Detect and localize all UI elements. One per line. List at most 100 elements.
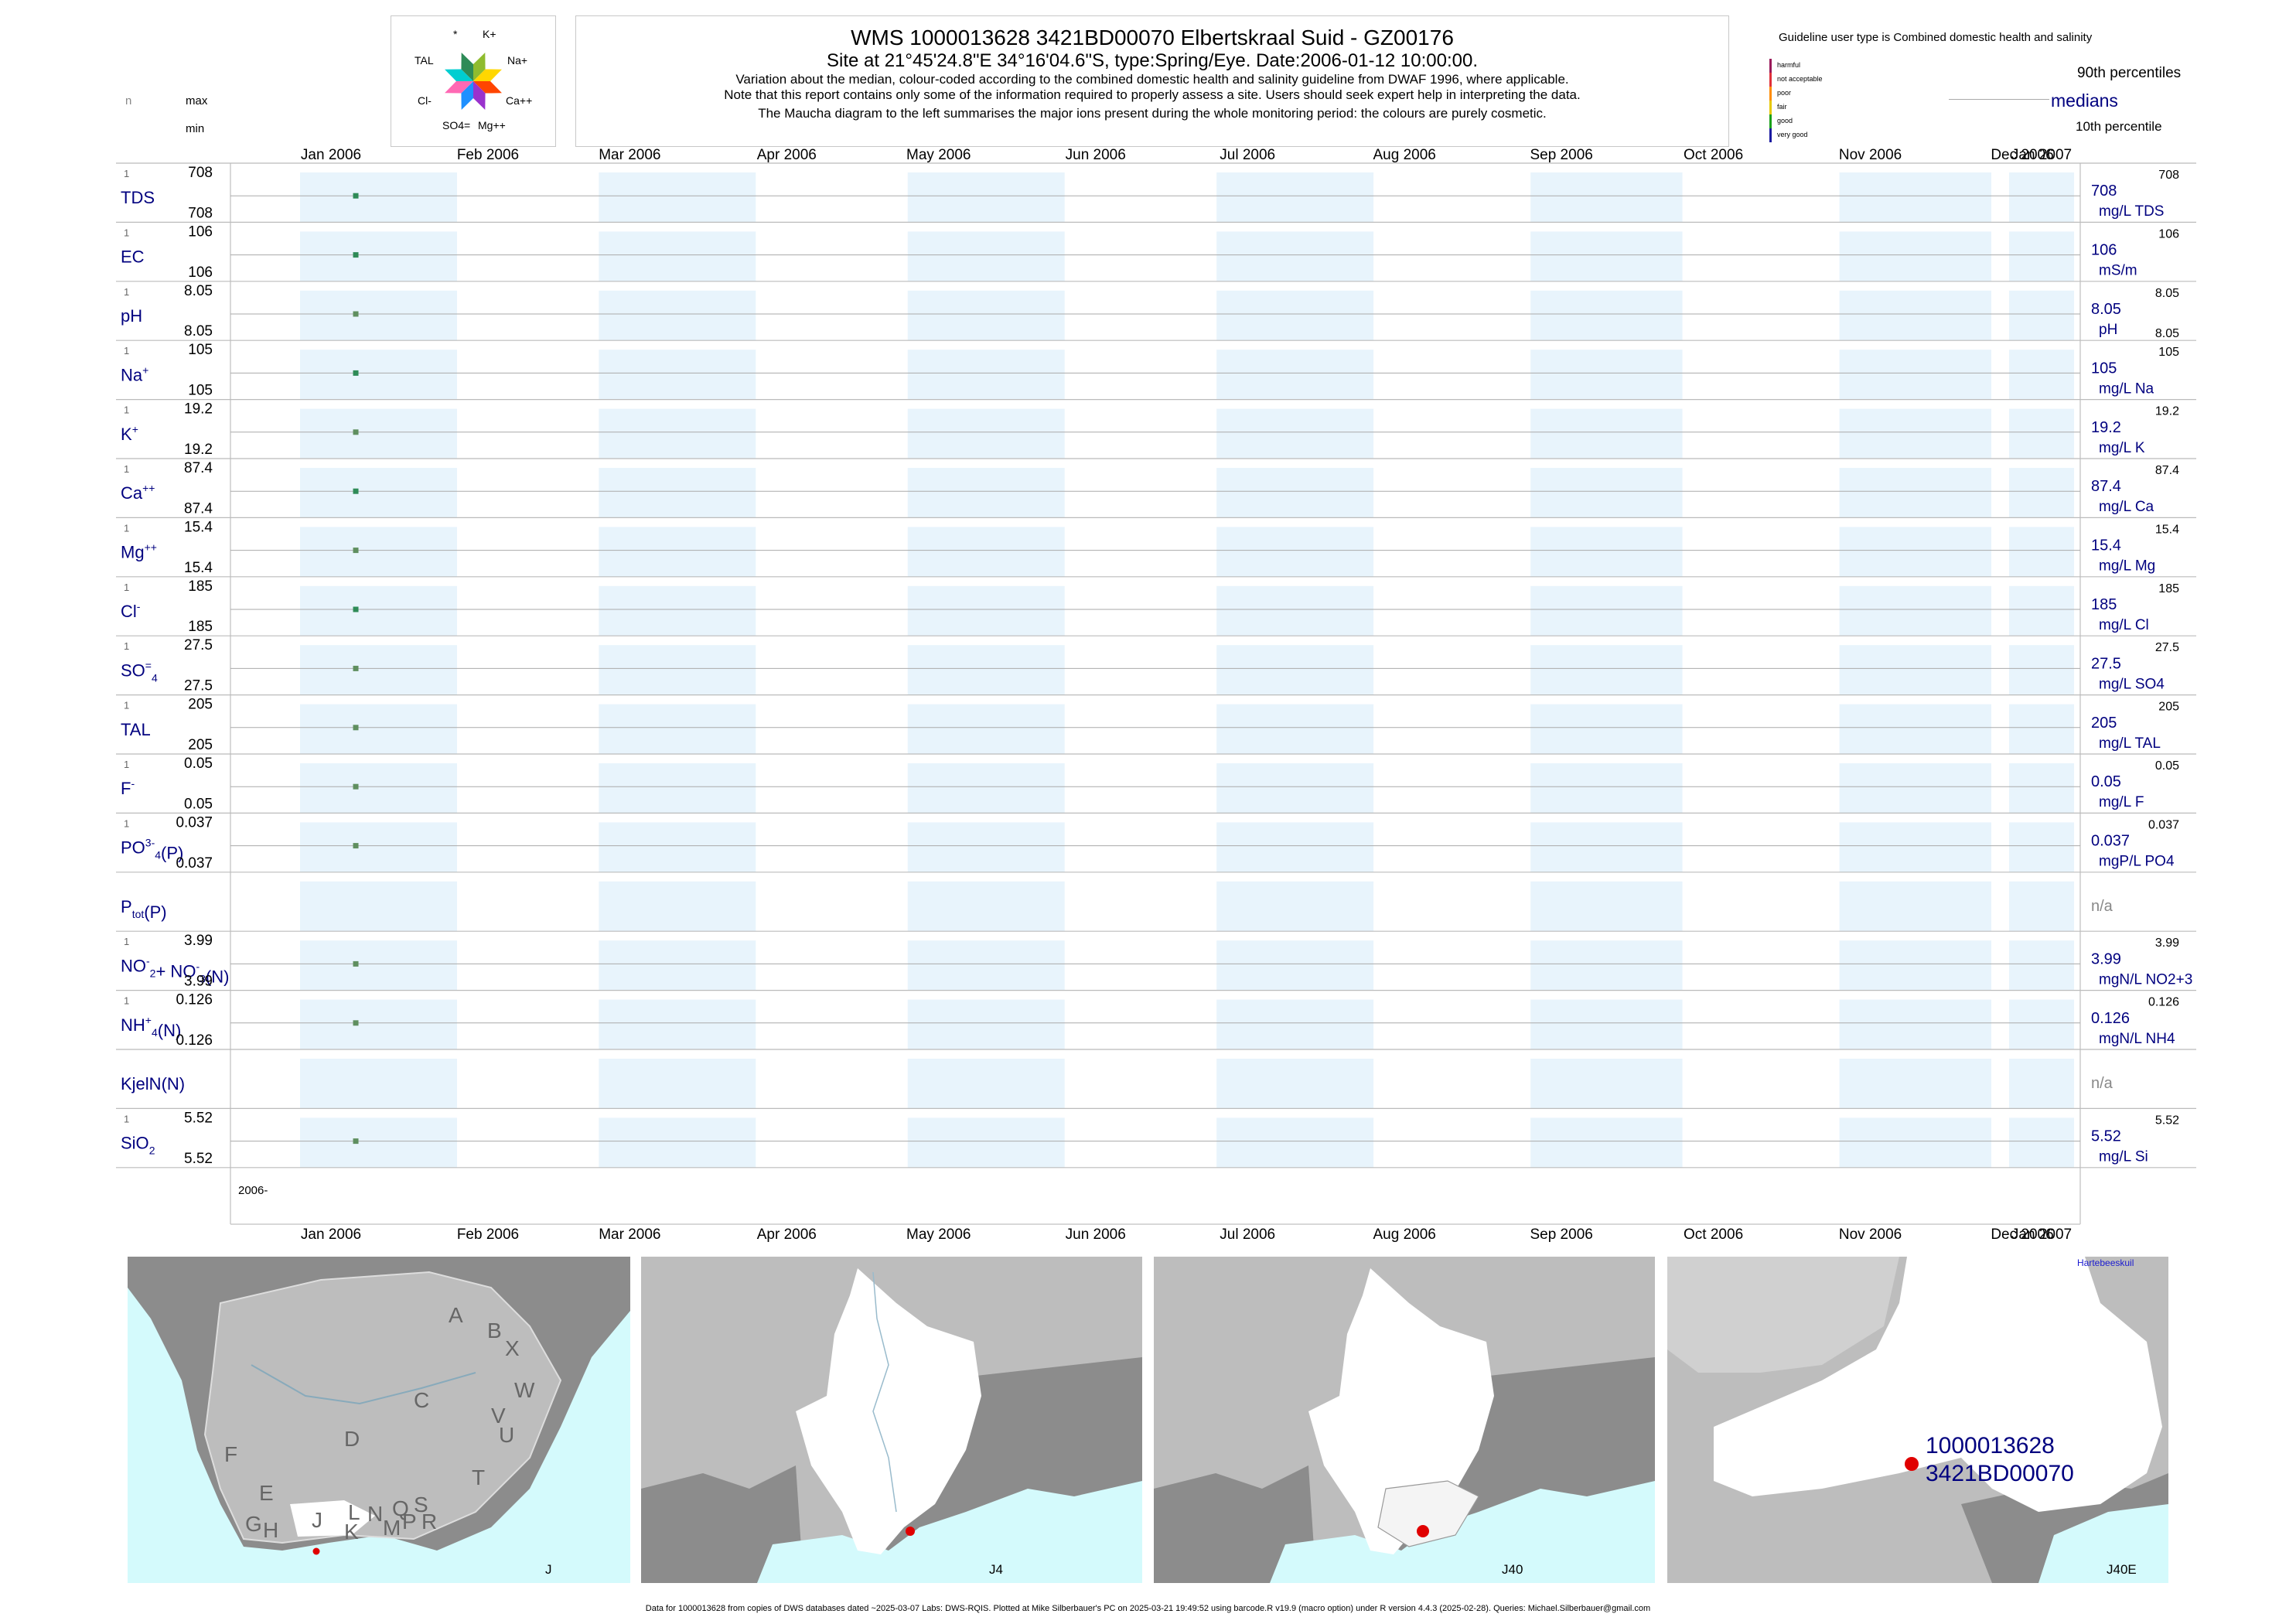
month-band [1839, 172, 1992, 223]
p90-value: 8.05 [2155, 287, 2179, 300]
medians-label: medians [2051, 90, 2118, 111]
month-tick-label-bottom: Apr 2006 [757, 1227, 817, 1243]
month-band [1530, 1117, 1683, 1168]
parameter-label: Ca++ [121, 482, 155, 503]
month-band [300, 1117, 457, 1168]
median-value-label: 205 [2091, 715, 2117, 732]
unit-label: mg/L TDS [2099, 203, 2164, 220]
month-band [2009, 704, 2074, 754]
median-value-label: 15.4 [2091, 537, 2121, 554]
title-box: WMS 1000013628 3421BD00070 Elbertskraal … [575, 15, 1729, 147]
month-band [300, 704, 457, 754]
month-band [1530, 1059, 1683, 1109]
sample-count: 1 [124, 168, 129, 179]
sample-count: 1 [124, 700, 129, 711]
month-band [599, 350, 756, 400]
month-band [1839, 527, 1992, 577]
parameter-label: K+ [121, 423, 138, 444]
month-tick-label-bottom: Aug 2006 [1373, 1227, 1435, 1243]
note-line: Note that this report contains only some… [724, 87, 1581, 102]
p90-value: 5.52 [2155, 1114, 2179, 1127]
month-band [1839, 999, 1992, 1049]
month-band [300, 881, 457, 932]
p90-value: 105 [2158, 346, 2179, 359]
unit-label: mg/L Mg [2099, 558, 2155, 575]
max-header: max [186, 94, 208, 107]
month-tick-label-top: Apr 2006 [757, 147, 817, 163]
month-band [300, 231, 457, 281]
median-value-label: 0.126 [2091, 1010, 2130, 1027]
unit-label: mg/L F [2099, 794, 2144, 810]
catchment-J [290, 1500, 375, 1537]
month-band [1839, 231, 1992, 281]
month-tick-label-top: Nov 2006 [1839, 147, 1902, 163]
row-min-value: 5.52 [184, 1151, 213, 1167]
month-band [300, 999, 457, 1049]
month-band [1216, 881, 1374, 932]
month-band [1839, 881, 1992, 932]
maucha-label: SO4= [442, 119, 470, 131]
month-band [1839, 408, 1992, 459]
month-band [1530, 468, 1683, 518]
month-band [1839, 704, 1992, 754]
month-tick-label-top: May 2006 [906, 147, 971, 163]
guideline-category-label: poor [1777, 89, 1791, 97]
drainage-region-letter: V [491, 1404, 506, 1428]
p90-value: 19.2 [2155, 405, 2179, 418]
p10-value: 8.05 [2155, 327, 2179, 340]
site-marker [1417, 1525, 1429, 1537]
maucha-label: Na+ [507, 54, 527, 67]
maucha-petal [473, 81, 486, 110]
median-value-label: 106 [2091, 242, 2117, 259]
month-band [1839, 290, 1992, 341]
maucha-petal [473, 69, 502, 81]
month-band [907, 408, 1065, 459]
month-tick-label-bottom: Jan 2007 [2011, 1227, 2072, 1243]
unit-label: mgN/L NO2+3 [2099, 971, 2192, 988]
month-band [1216, 527, 1374, 577]
median-value-label: n/a [2091, 898, 2113, 915]
sample-count: 1 [124, 286, 129, 298]
drainage-region-letter: J [312, 1508, 322, 1532]
catchment-J40E [1714, 1257, 2162, 1512]
sample-point [353, 1020, 359, 1026]
guideline-category-label: fair [1777, 103, 1787, 111]
min-header: min [186, 122, 205, 135]
month-band [907, 468, 1065, 518]
parameter-label: SiO2 [121, 1134, 155, 1157]
month-band [599, 645, 756, 695]
sub-catchment-J40 [1377, 1480, 1479, 1547]
drainage-region-letter: R [421, 1510, 437, 1534]
month-band [2009, 822, 2074, 872]
guideline-category-label: very good [1777, 131, 1808, 138]
month-band [907, 231, 1065, 281]
month-band [1216, 408, 1374, 459]
parameter-label: F- [121, 777, 135, 798]
sample-point [353, 843, 359, 849]
unit-label: mg/L TAL [2099, 735, 2161, 752]
row-min-value: 106 [188, 264, 213, 281]
parameter-label: TAL [121, 720, 151, 739]
drainage-region-letter: S [414, 1493, 428, 1517]
sample-point [353, 548, 359, 554]
month-band [2009, 468, 2074, 518]
row-max-value: 27.5 [184, 637, 213, 653]
map-panel-J40: J40 [1154, 1257, 1655, 1583]
month-tick-label-top: Jan 2006 [301, 147, 361, 163]
median-value-label: 3.99 [2091, 950, 2121, 967]
guideline-color-swatch [1769, 101, 1772, 114]
month-band [1839, 1117, 1992, 1168]
month-band [907, 881, 1065, 932]
maucha-diagram-box: * K+ TAL Na+ Cl- Ca++ SO4= Mg++ [391, 15, 556, 147]
month-band [1839, 350, 1992, 400]
parameter-label: NO-2+ NO-3(N) [121, 954, 229, 986]
p90-value: 0.126 [2148, 996, 2179, 1009]
parameter-label: NH+4(N) [121, 1014, 181, 1040]
month-band [1216, 290, 1374, 341]
median-value-label: 708 [2091, 183, 2117, 200]
parameter-label: Cl- [121, 600, 141, 621]
parameter-label: Mg++ [121, 541, 157, 562]
row-min-value: 105 [188, 383, 213, 399]
sample-count: 1 [124, 522, 129, 534]
sample-count: 1 [124, 817, 129, 829]
